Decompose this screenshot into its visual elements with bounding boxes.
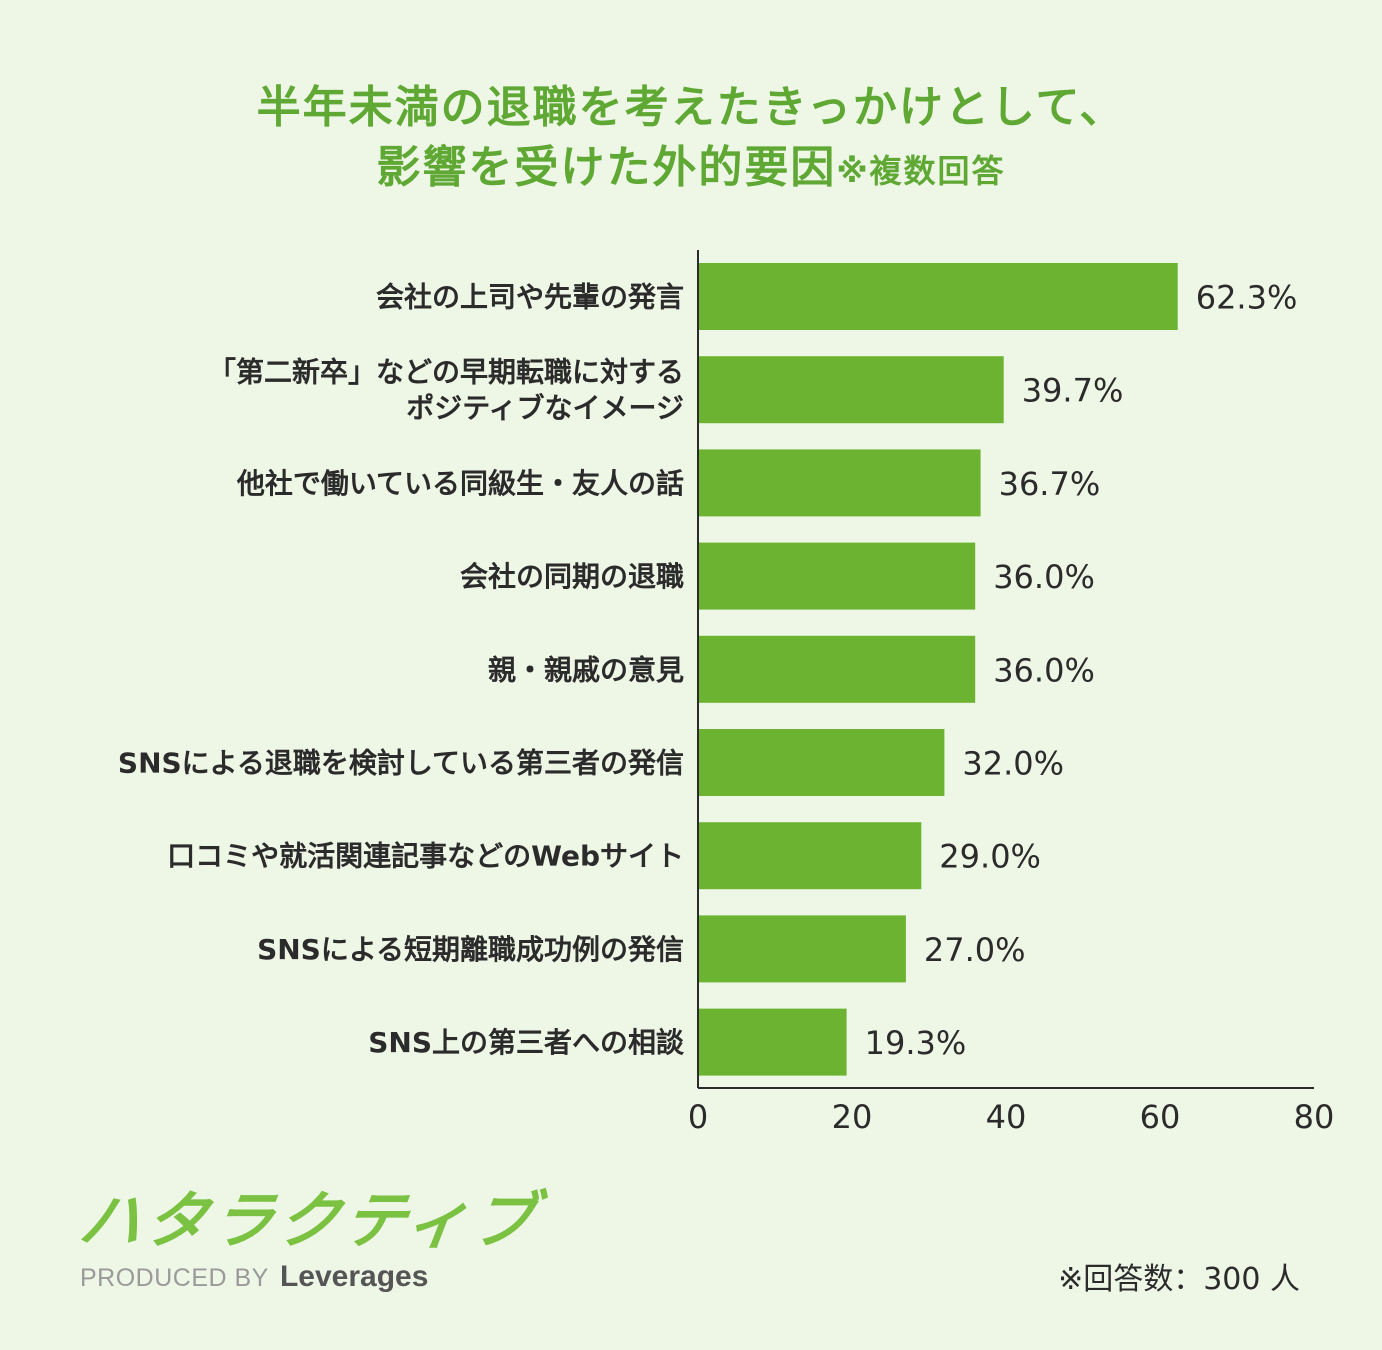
bar-value-label: 36.0% xyxy=(993,558,1095,596)
bar xyxy=(699,915,906,983)
logo-produced-by: PRODUCED BY xyxy=(80,1264,269,1292)
respondent-count-note: ※回答数：300 人 xyxy=(1058,1262,1300,1297)
chart-title-line2: 影響を受けた外的要因※複数回答 xyxy=(0,138,1382,201)
bar-value-label: 32.0% xyxy=(962,745,1064,783)
logo-brand: Leverages xyxy=(279,1260,429,1293)
bar-value-label: 39.7% xyxy=(1022,372,1124,410)
x-tick-label: 80 xyxy=(1294,1098,1335,1136)
bar-value-label: 19.3% xyxy=(865,1024,967,1062)
x-tick-label: 40 xyxy=(986,1098,1027,1136)
chart-title-note: ※複数回答 xyxy=(836,152,1006,190)
bar xyxy=(699,635,976,703)
bar-chart: 62.3% 会社の上司や先輩の発言 39.7% 「第二新卒」などの早期転職に対するポジ… xyxy=(118,250,1335,1136)
chart-title-line1: 半年未満の退職を考えたきっかけとして、 xyxy=(256,82,1126,133)
category-label: SNSによる短期離職成功例の発信 xyxy=(257,933,684,966)
bar-value-label: 36.0% xyxy=(993,651,1095,689)
category-label: SNSによる退職を検討している第三者の発信 xyxy=(118,747,684,780)
logo: ハタラクティブ PRODUCED BY Leverages xyxy=(75,1184,544,1296)
bar xyxy=(699,449,981,517)
bar-value-label: 62.3% xyxy=(1196,279,1298,317)
category-label: 口コミや就活関連記事などのWebサイト xyxy=(167,840,684,873)
chart-title-line2-text: 影響を受けた外的要因 xyxy=(376,142,837,193)
category-label: 他社で働いている同級生・友人の話 xyxy=(236,467,684,500)
x-tick-label: 60 xyxy=(1140,1098,1181,1136)
bar-value-label: 29.0% xyxy=(939,838,1041,876)
bar-value-label: 36.7% xyxy=(999,465,1101,503)
x-tick-label: 0 xyxy=(688,1098,708,1136)
category-label: ポジティブなイメージ xyxy=(406,392,684,425)
bar xyxy=(699,263,1178,330)
bar-value-label: 27.0% xyxy=(924,931,1026,969)
bar xyxy=(699,729,945,796)
category-label: 会社の上司や先輩の発言 xyxy=(376,281,684,314)
logo-mark: ハタラクティブ xyxy=(74,1184,544,1257)
category-label: SNS上の第三者への相談 xyxy=(368,1026,685,1059)
logo-sub: PRODUCED BY Leverages xyxy=(80,1260,440,1294)
bar xyxy=(699,542,976,610)
bar xyxy=(699,822,922,890)
bar xyxy=(699,1008,847,1076)
x-tick-label: 20 xyxy=(832,1098,873,1136)
category-label: 親・親戚の意見 xyxy=(488,653,684,686)
bar xyxy=(699,356,1004,424)
category-label: 「第二新卒」などの早期転職に対する xyxy=(208,356,684,389)
category-label: 会社の同期の退職 xyxy=(460,560,684,593)
chart-title: 半年未満の退職を考えたきっかけとして、 影響を受けた外的要因※複数回答 xyxy=(0,78,1382,201)
